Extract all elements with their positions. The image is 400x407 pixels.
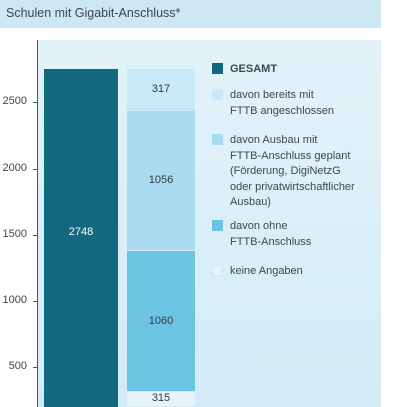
bar-segment <box>127 251 195 391</box>
y-tick-mark <box>33 367 37 369</box>
y-tick-label: 2500 <box>2 95 27 108</box>
legend-swatch <box>212 63 223 74</box>
y-axis-line <box>37 40 38 407</box>
legend-label: davon ohne FTTB-Anschluss <box>230 219 400 250</box>
legend-swatch <box>212 89 223 100</box>
bar-value-label: 1060 <box>148 314 174 327</box>
legend-swatch <box>212 134 223 145</box>
legend-swatch <box>212 265 223 276</box>
legend-label-line: davon bereits mit <box>230 89 314 101</box>
legend-label-line: keine Angaben <box>230 265 303 277</box>
bar-value-label: 1056 <box>148 174 174 187</box>
y-tick-label: 1500 <box>2 227 27 240</box>
bar-value-label: 315 <box>151 392 171 405</box>
legend-label-line: Ausbau) <box>230 196 271 208</box>
legend-label-line: FTTB angeschlossen <box>230 104 334 117</box>
y-tick-label: 2000 <box>2 161 27 174</box>
legend-label: davon Ausbau mit FTTB-Anschluss geplant (F… <box>230 133 400 211</box>
bar-segment <box>127 391 195 406</box>
legend-label-line: (Förderung, DigiNetzG <box>230 165 341 177</box>
legend-label-line: GESAMT <box>230 63 278 75</box>
y-tick-mark <box>33 168 37 170</box>
bar-value-label: 317 <box>151 83 171 96</box>
chart-title-bar: Schulen mit Gigabit-Anschluss* <box>0 0 381 28</box>
y-tick-label: 1000 <box>2 294 27 306</box>
y-tick-mark <box>33 301 37 302</box>
y-tick-mark <box>33 102 37 104</box>
legend-label-line: FTTB-Anschluss geplant <box>230 149 351 162</box>
bar-gesamt <box>44 69 118 407</box>
y-tick-label: 500 <box>8 360 27 373</box>
bar-segment <box>127 69 195 112</box>
y-tick-mark <box>33 234 37 236</box>
bar-value-label: 2748 <box>68 226 94 238</box>
legend-label-line: FTTB-Anschluss <box>230 235 312 248</box>
legend-label-line: davon ohne <box>230 220 288 232</box>
bar-segment <box>127 111 195 251</box>
legend-label-line: davon Ausbau mit <box>230 134 318 146</box>
chart-title: Schulen mit Gigabit-Anschluss* <box>6 6 181 20</box>
legend-label: keine Angaben <box>230 264 400 280</box>
legend-swatch <box>212 220 223 231</box>
legend-label-line: oder privatwirtschaftlicher <box>230 180 355 193</box>
legend-label: davon bereits mit FTTB angeschlossen <box>230 88 400 119</box>
legend-label: GESAMT <box>230 62 400 78</box>
